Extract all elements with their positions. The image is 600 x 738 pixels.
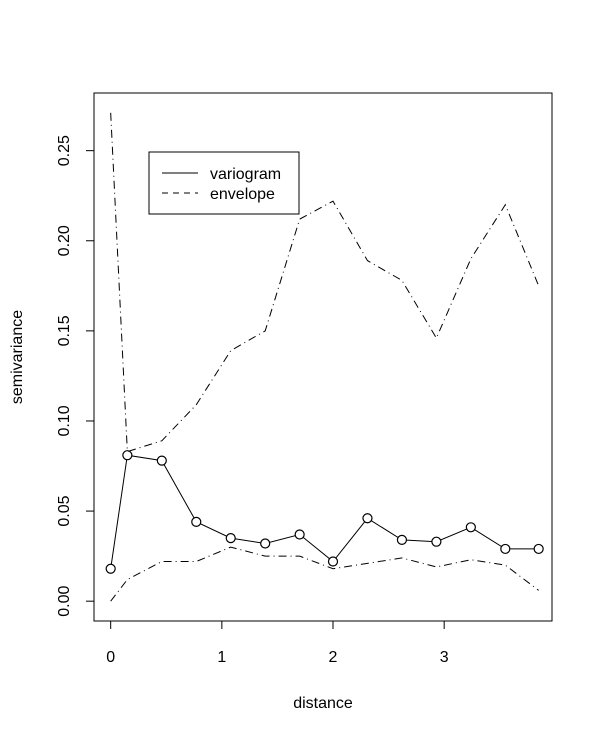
variogram-point	[225, 533, 236, 544]
series-layer	[105, 112, 544, 602]
y-axis-label: semivariance	[9, 310, 26, 404]
variogram-point	[105, 563, 116, 574]
legend-envelope-label: envelope	[210, 186, 275, 203]
envelope-line-1	[110, 112, 540, 453]
variogram-point	[533, 543, 544, 555]
y-axis: 0.00 0.05 0.10 0.15 0.20 0.25	[56, 135, 95, 617]
variogram-point	[191, 516, 202, 527]
variogram-point	[362, 513, 373, 524]
y-tick-label: 0.10	[56, 405, 73, 436]
variogram-point	[327, 556, 339, 567]
legend: variogram envelope	[148, 151, 300, 215]
legend-variogram-label: variogram	[210, 166, 281, 183]
y-tick-label: 0.15	[56, 315, 73, 346]
x-axis: 0 1 2 3	[106, 620, 449, 666]
y-tick-label: 0.25	[56, 135, 73, 166]
variogram-point	[396, 534, 408, 546]
variogram-point	[431, 536, 442, 547]
x-tick-label: 0	[106, 649, 115, 666]
variogram-point	[465, 522, 476, 533]
x-tick-label: 1	[217, 649, 226, 666]
x-tick-label: 2	[329, 649, 338, 666]
y-tick-label: 0.00	[56, 586, 73, 617]
variogram-point	[260, 538, 271, 549]
variogram-point	[294, 529, 305, 540]
y-tick-label: 0.05	[56, 495, 73, 526]
y-tick-label: 0.20	[56, 225, 73, 256]
variogram-point	[122, 450, 133, 461]
variogram-line	[110, 454, 539, 569]
x-tick-label: 3	[440, 649, 449, 666]
x-axis-label: distance	[293, 695, 353, 712]
envelope-line-2	[110, 546, 539, 602]
variogram-point	[156, 455, 167, 466]
legend-box	[148, 151, 300, 215]
variogram-point	[500, 543, 511, 555]
